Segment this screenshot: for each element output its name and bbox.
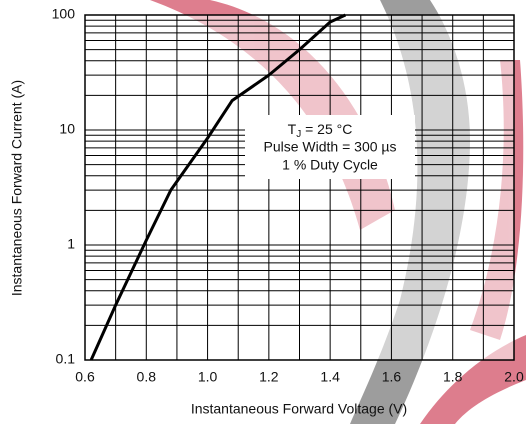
x-tick-label: 1.4 xyxy=(320,369,340,385)
plot-frame xyxy=(84,14,515,361)
x-axis-label: Instantaneous Forward Voltage (V) xyxy=(191,401,407,417)
annotation: Pulse Width = 300 µs xyxy=(264,139,397,155)
x-tick-label: 0.6 xyxy=(75,369,95,385)
y-tick-label: 10 xyxy=(59,121,75,137)
x-tick-label: 0.8 xyxy=(137,369,157,385)
x-tick-label: 1.0 xyxy=(198,369,218,385)
y-tick-label: 1 xyxy=(67,236,75,252)
annotation-rest: = 25 °C xyxy=(301,121,352,137)
annotation-sub: J xyxy=(296,129,301,140)
y-tick-label: 100 xyxy=(52,6,76,22)
annotation-t: T xyxy=(288,121,297,137)
x-tick-label: 1.2 xyxy=(259,369,279,385)
annotation-box xyxy=(245,115,415,179)
y-tick-label: 0.1 xyxy=(56,351,76,367)
data-line xyxy=(89,13,347,361)
x-tick-label: 2.0 xyxy=(504,369,524,385)
x-tick-label: 1.8 xyxy=(443,369,463,385)
y-axis-label: Instantaneous Forward Current (A) xyxy=(9,80,25,296)
annotation: 1 % Duty Cycle xyxy=(282,157,378,173)
x-tick-label: 1.6 xyxy=(382,369,402,385)
annotation: TJ = 25 °C xyxy=(288,121,353,140)
